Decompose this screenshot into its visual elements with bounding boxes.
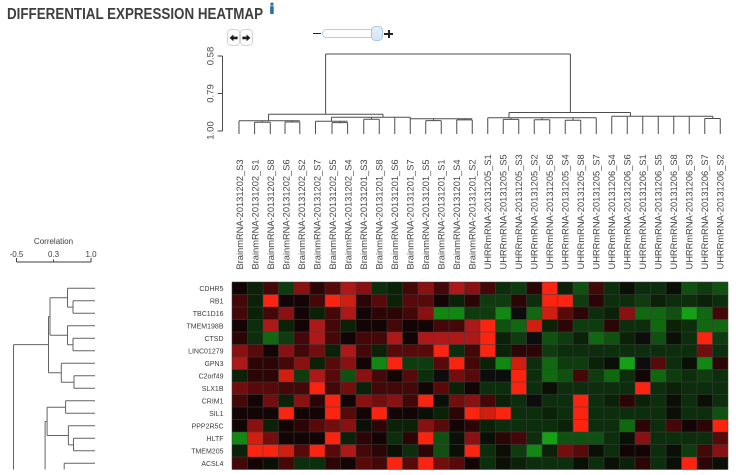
svg-text:BrainmRNA-20131202_S4: BrainmRNA-20131202_S4: [344, 159, 354, 269]
svg-text:1.00: 1.00: [206, 121, 217, 140]
svg-text:UHRRmRNA-20131205_S6: UHRRmRNA-20131205_S6: [545, 154, 555, 269]
svg-text:BrainmRNA-20131202_S8: BrainmRNA-20131202_S8: [266, 159, 276, 269]
svg-text:1.0: 1.0: [85, 250, 97, 259]
svg-text:SIL1: SIL1: [209, 411, 224, 418]
svg-text:BrainmRNA-20131202_S3: BrainmRNA-20131202_S3: [235, 159, 245, 269]
svg-text:UHRRmRNA-20131206_S5: UHRRmRNA-20131206_S5: [654, 154, 664, 269]
svg-text:UHRRmRNA-20131206_S8: UHRRmRNA-20131206_S8: [669, 154, 679, 269]
svg-text:ACSL4: ACSL4: [201, 461, 223, 468]
svg-text:BrainmRNA-20131201_S1: BrainmRNA-20131201_S1: [437, 159, 447, 269]
svg-text:CDHR5: CDHR5: [199, 286, 223, 293]
svg-text:BrainmRNA-20131201_S5: BrainmRNA-20131201_S5: [421, 159, 431, 269]
svg-text:BrainmRNA-20131202_S1: BrainmRNA-20131202_S1: [251, 159, 261, 269]
svg-text:-0.5: -0.5: [10, 250, 24, 259]
svg-text:0.3: 0.3: [48, 250, 60, 259]
svg-text:BrainmRNA-20131202_S2: BrainmRNA-20131202_S2: [297, 159, 307, 269]
svg-text:BrainmRNA-20131202_S7: BrainmRNA-20131202_S7: [313, 159, 323, 269]
svg-text:BrainmRNA-20131201_S2: BrainmRNA-20131201_S2: [468, 159, 478, 269]
svg-text:BrainmRNA-20131201_S8: BrainmRNA-20131201_S8: [375, 159, 385, 269]
svg-text:BrainmRNA-20131201_S6: BrainmRNA-20131201_S6: [390, 159, 400, 269]
svg-text:PPP2R5C: PPP2R5C: [192, 423, 224, 430]
svg-text:Correlation: Correlation: [34, 237, 73, 246]
svg-text:BrainmRNA-20131201_S3: BrainmRNA-20131201_S3: [359, 159, 369, 269]
svg-text:UHRRmRNA-20131205_S3: UHRRmRNA-20131205_S3: [514, 154, 524, 269]
svg-text:UHRRmRNA-20131206_S1: UHRRmRNA-20131206_S1: [638, 154, 648, 269]
svg-text:UHRRmRNA-20131206_S3: UHRRmRNA-20131206_S3: [685, 154, 695, 269]
svg-text:UHRRmRNA-20131206_S4: UHRRmRNA-20131206_S4: [607, 154, 617, 269]
svg-text:BrainmRNA-20131202_S5: BrainmRNA-20131202_S5: [328, 159, 338, 269]
svg-text:UHRRmRNA-20131205_S2: UHRRmRNA-20131205_S2: [530, 154, 540, 269]
svg-text:TMEM205: TMEM205: [191, 448, 223, 455]
svg-text:UHRRmRNA-20131205_S4: UHRRmRNA-20131205_S4: [561, 154, 571, 269]
svg-text:UHRRmRNA-20131206_S2: UHRRmRNA-20131206_S2: [716, 154, 726, 269]
svg-text:UHRRmRNA-20131206_S7: UHRRmRNA-20131206_S7: [700, 154, 710, 269]
svg-text:HLTF: HLTF: [207, 436, 224, 443]
svg-text:GPN3: GPN3: [204, 361, 223, 368]
svg-text:UHRRmRNA-20131205_S1: UHRRmRNA-20131205_S1: [483, 154, 493, 269]
svg-text:UHRRmRNA-20131205_S8: UHRRmRNA-20131205_S8: [576, 154, 586, 269]
svg-text:TMEM198B: TMEM198B: [187, 323, 224, 330]
svg-text:UHRRmRNA-20131206_S6: UHRRmRNA-20131206_S6: [623, 154, 633, 269]
svg-text:0.58: 0.58: [206, 47, 217, 66]
svg-text:UHRRmRNA-20131205_S5: UHRRmRNA-20131205_S5: [499, 154, 509, 269]
svg-text:BrainmRNA-20131202_S6: BrainmRNA-20131202_S6: [282, 159, 292, 269]
svg-text:TBC1D16: TBC1D16: [193, 311, 224, 318]
svg-text:0.79: 0.79: [206, 84, 217, 103]
svg-text:RB1: RB1: [210, 298, 224, 305]
svg-text:BrainmRNA-20131201_S7: BrainmRNA-20131201_S7: [406, 159, 416, 269]
svg-text:CRIM1: CRIM1: [202, 398, 224, 405]
svg-text:DIFFERENTIAL EXPRESSION HEATMA: DIFFERENTIAL EXPRESSION HEATMAP: [7, 6, 263, 23]
svg-text:SLX1B: SLX1B: [202, 386, 224, 393]
svg-text:BrainmRNA-20131201_S4: BrainmRNA-20131201_S4: [452, 159, 462, 269]
svg-text:C2orf49: C2orf49: [199, 373, 224, 380]
svg-text:UHRRmRNA-20131205_S7: UHRRmRNA-20131205_S7: [592, 154, 602, 269]
svg-text:CTSD: CTSD: [204, 336, 223, 343]
svg-text:LINC01279: LINC01279: [188, 348, 224, 355]
